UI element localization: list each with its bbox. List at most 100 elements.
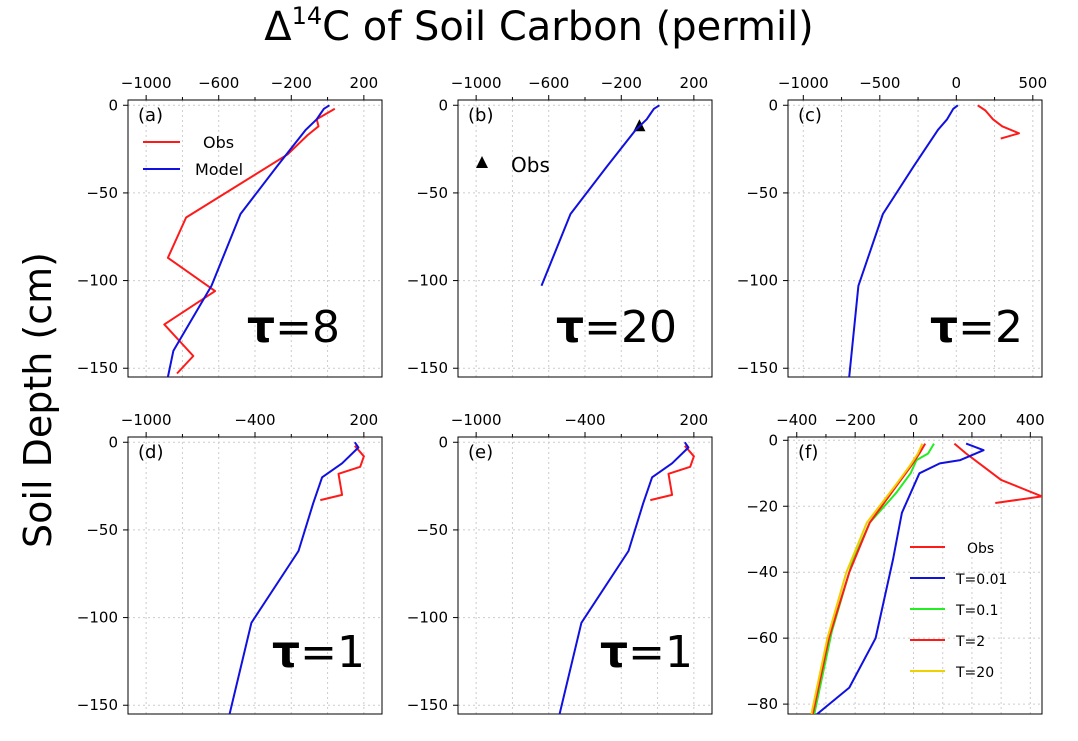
panel-a: −1000 −600 −200 200 0 −50 −100 −150 (a) Obs Model τ… (77, 74, 383, 378)
series-line-model (848, 104, 959, 377)
x-tick-label: −200 (835, 411, 876, 429)
x-tick-label: −1000 (121, 411, 172, 429)
panel-e: −1000 −400 200 0 −50 −100 −150 (e) τ=1 (407, 411, 713, 715)
x-tick-label: −1000 (451, 74, 502, 92)
series-line-model (166, 104, 330, 377)
series-line-obs (977, 104, 1020, 140)
tau-annotation: τ=2 (930, 302, 1023, 353)
legend: Obs Model (143, 133, 243, 179)
y-tick-label: −50 (746, 184, 778, 202)
y-tick-label: −80 (746, 695, 778, 713)
x-tick-label: −1000 (451, 411, 502, 429)
tau-annotation: τ=20 (556, 302, 677, 353)
tau-annotation: τ=1 (272, 627, 365, 678)
y-tick-label: −50 (86, 521, 118, 539)
panel-b: −1000 −600 −200 200 0 −50 −100 −150 (b) Obs τ=20 (407, 74, 713, 378)
x-tick-label: 0 (909, 411, 919, 429)
series-line-model (228, 441, 360, 714)
x-tick-label: −200 (271, 74, 312, 92)
series-group (163, 104, 336, 377)
x-tick-label: −600 (198, 74, 239, 92)
series-group (848, 104, 1020, 377)
x-tick-label: −200 (601, 74, 642, 92)
y-tick-label: 0 (438, 96, 448, 114)
x-tick-label: −400 (564, 411, 605, 429)
panel-d: −1000 −400 200 0 −50 −100 −150 (d) τ=1 (77, 411, 383, 715)
x-tick-label: 500 (1018, 74, 1047, 92)
figure-title: Δ14C of Soil Carbon (permil) (264, 1, 814, 50)
x-tick-label: −1000 (121, 74, 172, 92)
y-tick-label: −100 (407, 272, 448, 290)
series-line-obs (320, 445, 365, 502)
legend: Obs (476, 153, 550, 177)
panel-label: (b) (468, 105, 493, 126)
y-tick-label: −150 (77, 696, 118, 714)
y-tick-label: −100 (77, 609, 118, 627)
y-tick-label: 0 (438, 433, 448, 451)
plot-frame (787, 99, 1043, 378)
tau-annotation: τ=1 (600, 627, 693, 678)
legend-label: Obs (203, 133, 234, 152)
x-tick-label: 200 (680, 74, 709, 92)
legend-label: T=0.01 (955, 572, 1007, 588)
y-tick-label: 0 (108, 96, 118, 114)
y-tick-label: 0 (108, 433, 118, 451)
series-line-obs (650, 445, 695, 502)
series-line-t20 (810, 443, 924, 714)
panel-label: (e) (468, 442, 493, 463)
legend-label: Obs (967, 541, 994, 557)
y-tick-label: −60 (746, 629, 778, 647)
panel-label: (c) (798, 105, 822, 126)
y-tick-label: −150 (77, 359, 118, 377)
y-tick-label: −50 (416, 184, 448, 202)
legend-label: T=20 (955, 665, 994, 681)
y-tick-label: −20 (746, 497, 778, 515)
panel-f: −400 −200 0 200 400 0 −20 −40 −60 −80 (f) Obs T=0.01… (746, 411, 1045, 715)
plot-frame (787, 436, 1043, 715)
y-tick-label: 0 (768, 96, 778, 114)
panel-label: (a) (138, 105, 163, 126)
x-tick-label: 0 (952, 74, 962, 92)
y-tick-label: −150 (407, 696, 448, 714)
x-tick-label: −400 (776, 411, 817, 429)
x-tick-label: 400 (1016, 411, 1045, 429)
panel-label: (d) (138, 442, 163, 463)
y-tick-label: −100 (407, 609, 448, 627)
legend-label: Model (195, 160, 243, 179)
y-tick-label: −150 (737, 359, 778, 377)
legend: Obs T=0.01 T=0.1 T=2 T=20 (910, 541, 1007, 681)
tau-annotation: τ=8 (247, 302, 340, 353)
x-tick-label: −400 (234, 411, 275, 429)
x-tick-label: 200 (350, 411, 379, 429)
x-tick-label: −600 (528, 74, 569, 92)
panel-c: −1000 −500 0 500 0 −50 −100 −150 (c) τ=2 (737, 74, 1047, 378)
x-tick-label: 200 (680, 411, 709, 429)
series-line-t001 (816, 442, 985, 714)
series-line-obs (953, 442, 1042, 504)
legend-label: Obs (511, 153, 550, 177)
series-line-model (540, 104, 660, 287)
y-tick-label: 0 (768, 431, 778, 449)
legend-label: T=0.1 (955, 603, 999, 619)
x-tick-label: 200 (350, 74, 379, 92)
x-tick-label: −1000 (778, 74, 829, 92)
x-tick-label: −500 (859, 74, 900, 92)
legend-marker (476, 156, 488, 168)
legend-label: T=2 (955, 634, 985, 650)
series-group (810, 442, 1042, 714)
y-tick-label: −150 (407, 359, 448, 377)
series-group (540, 104, 660, 287)
y-tick-label: −40 (746, 563, 778, 581)
panel-label: (f) (798, 442, 818, 463)
x-tick-label: 200 (958, 411, 987, 429)
series-group (558, 441, 695, 714)
y-tick-label: −50 (416, 521, 448, 539)
series-group (228, 441, 365, 714)
y-tick-label: −100 (77, 272, 118, 290)
y-tick-label: −100 (737, 272, 778, 290)
y-tick-label: −50 (86, 184, 118, 202)
series-line-obs (163, 107, 336, 375)
series-line-t2 (811, 443, 927, 714)
series-line-model (558, 441, 690, 714)
